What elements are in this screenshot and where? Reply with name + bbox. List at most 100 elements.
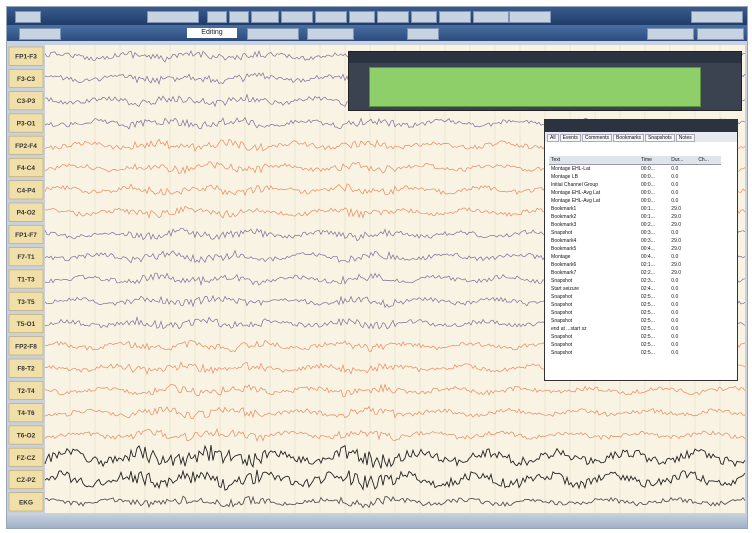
toolbar-button[interactable] [349,11,375,23]
event-row[interactable]: Snapshot 02:5... 0.0 [549,341,721,349]
column-header[interactable]: Ch... [696,156,721,165]
toolbar-button[interactable] [147,11,199,23]
event-cell: 00:0... [640,166,655,172]
tab-strip: All Events Comments Bookmarks Snapshots Notes [545,132,737,142]
event-cell: 00:1... [640,214,655,220]
event-cell: 00:4... [640,254,655,260]
toolbar-button[interactable] [377,11,409,23]
event-row[interactable]: Bookmark7 02:2... 29.0 [549,269,721,277]
event-cell [696,189,721,197]
channel-label-box [8,202,44,222]
event-cell: Snapshot [551,278,573,284]
event-cell [696,317,721,325]
tab[interactable]: Events [559,134,581,142]
tab[interactable]: Notes [675,134,695,142]
channel-label-box [8,492,44,512]
event-cell: 00:4... [640,246,655,252]
channel-label: FP1-F3 [15,54,37,61]
channel-label: T5-O1 [17,321,36,328]
toolbar-button[interactable] [247,28,299,40]
tab[interactable]: Snapshots [645,134,675,142]
toolbar-button[interactable] [251,11,279,23]
column-header[interactable]: Text [549,156,639,165]
channel-label: P3-O1 [17,121,36,128]
toolbar-button[interactable] [647,28,694,40]
toolbar-button[interactable] [15,11,41,23]
toolbar-button[interactable] [407,28,439,40]
tab[interactable]: Bookmarks [613,134,645,142]
event-row[interactable]: Montage LB 00:0... 0.0 [549,173,721,181]
event-row[interactable]: end at ...start sz 02:5... 0.0 [549,325,721,333]
channel-label-box [8,158,44,178]
event-row[interactable]: Bookmark3 00:2... 29.0 [549,221,721,229]
column-header[interactable]: Dur... [669,156,697,165]
toolbar-button[interactable] [691,11,743,23]
event-row[interactable]: Bookmark5 00:4... 29.0 [549,245,721,253]
toolbar-button[interactable] [229,11,249,23]
event-cell: 0.0 [671,302,679,308]
event-cell [696,229,721,237]
event-row[interactable]: Montage EHL-Lat 00:0... 0.0 [549,165,721,174]
event-cell [696,245,721,253]
event-row[interactable]: Bookmark6 02:1... 29.0 [549,261,721,269]
event-row[interactable]: Montage EHL-Avg Lat 00:0... 0.0 [549,189,721,197]
event-cell: Montage EHL-Avg Lat [551,198,601,204]
event-row[interactable]: Bookmark1 00:1... 29.0 [549,205,721,213]
tab[interactable]: All [547,134,559,142]
event-row[interactable]: Snapshot 02:5... 0.0 [549,317,721,325]
event-cell: Montage EHL-Avg Lat [551,190,601,196]
toolbar-button[interactable] [509,11,551,23]
event-cell: Montage [551,254,571,260]
event-row[interactable]: Bookmark4 00:3... 29.0 [549,237,721,245]
event-cell [696,285,721,293]
channel-label-box [8,135,44,155]
toolbar-button[interactable] [697,28,744,40]
event-row[interactable]: Initial Channel Group 00:0... 0.0 [549,181,721,189]
mode-field[interactable]: Editing [187,28,237,38]
toolbar-button[interactable] [281,11,313,23]
channel-label-box [8,358,44,378]
event-row[interactable]: Snapshot 00:3... 0.0 [549,229,721,237]
event-cell: 0.0 [671,286,679,292]
channel-label: FP1-F7 [15,232,37,239]
event-row[interactable]: Montage 00:4... 0.0 [549,253,721,261]
toolbar-button[interactable] [207,11,227,23]
channel-label-box [8,91,44,111]
event-cell: Snapshot [551,334,573,340]
event-row[interactable]: Bookmark2 00:1... 29.0 [549,213,721,221]
event-row[interactable]: Snapshot 02:5... 0.0 [549,349,721,357]
event-cell [696,301,721,309]
channel-label-box [8,291,44,311]
toolbar-button[interactable] [439,11,471,23]
event-cell: Snapshot [551,302,573,308]
toolbar-button[interactable] [307,28,354,40]
tab[interactable]: Comments [581,134,613,142]
event-cell: 29.0 [671,238,682,244]
event-cell [696,165,721,174]
event-cell [696,181,721,189]
event-cell [696,293,721,301]
event-row[interactable]: Start seizure 02:4... 0.0 [549,285,721,293]
event-row[interactable]: Snapshot 02:5... 0.0 [549,333,721,341]
toolbar-button[interactable] [473,11,509,23]
toolbar-button[interactable] [411,11,437,23]
event-cell: 0.0 [671,334,679,340]
event-row[interactable]: Snapshot 02:5... 0.0 [549,301,721,309]
channel-label-box [8,68,44,88]
event-cell [696,325,721,333]
event-row[interactable]: Snapshot 02:5... 0.0 [549,293,721,301]
channel-label: P4-O2 [17,210,36,217]
event-cell [696,205,721,213]
toolbar-button[interactable] [315,11,347,23]
toolbar-button[interactable] [19,28,61,40]
event-row[interactable]: Snapshot 02:3... 0.0 [549,277,721,285]
event-cell: 02:5... [640,318,655,324]
event-cell: 0.0 [671,342,679,348]
event-cell: 0.0 [671,294,679,300]
channel-label-box [8,336,44,356]
event-row[interactable]: Snapshot 02:5... 0.0 [549,309,721,317]
window-header [349,52,741,63]
event-row[interactable]: Montage EHL-Avg Lat 00:0... 0.0 [549,197,721,205]
channel-label: T6-O2 [17,433,36,440]
column-header[interactable]: Time [638,156,670,165]
